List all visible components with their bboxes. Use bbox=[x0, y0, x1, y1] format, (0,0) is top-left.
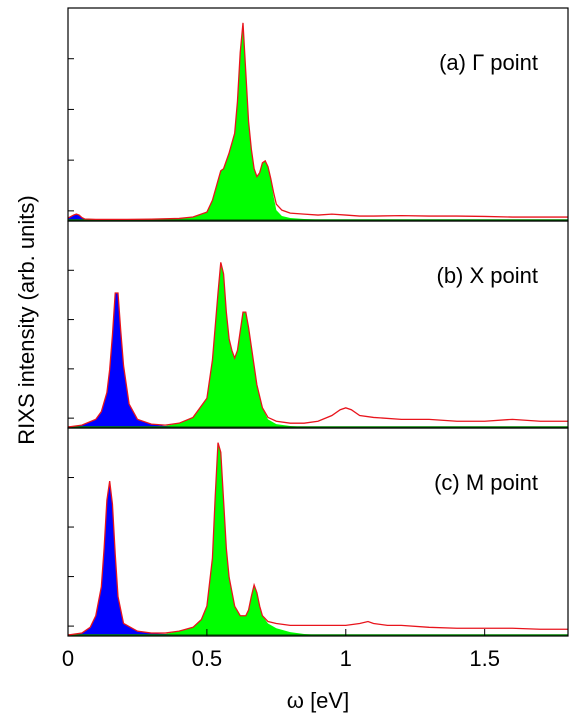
x-axis-ticks: 0 0.5 1 1.5 bbox=[62, 629, 500, 671]
total-spectrum-line bbox=[67, 262, 568, 428]
panel-label: (b) X point bbox=[437, 263, 539, 288]
x-tick-label: 0.5 bbox=[192, 646, 223, 671]
low-energy-peak-fill bbox=[68, 481, 568, 635]
panel-label: (a) Γ point bbox=[439, 50, 538, 75]
x-tick-label: 1.5 bbox=[469, 646, 500, 671]
x-tick-label: 1 bbox=[340, 646, 352, 671]
panel-2: (c) M point bbox=[67, 427, 569, 637]
panel-frame bbox=[67, 7, 569, 222]
panel-frame bbox=[67, 427, 569, 637]
panel-1: (b) X point bbox=[67, 220, 569, 429]
panel-0: (a) Γ point bbox=[67, 7, 569, 222]
total-spectrum-line bbox=[67, 442, 568, 636]
panel-label: (c) M point bbox=[434, 470, 538, 495]
panel-frame bbox=[67, 220, 569, 429]
x-tick-label: 0 bbox=[62, 646, 74, 671]
panels-group: (a) Γ point (b) X point (c) M point bbox=[67, 7, 569, 637]
x-axis-label: ω [eV] bbox=[287, 688, 349, 713]
low-energy-peak-fill bbox=[68, 293, 568, 427]
y-axis-label: RIXS intensity (arb. units) bbox=[14, 195, 39, 444]
total-spectrum-line bbox=[67, 22, 568, 221]
